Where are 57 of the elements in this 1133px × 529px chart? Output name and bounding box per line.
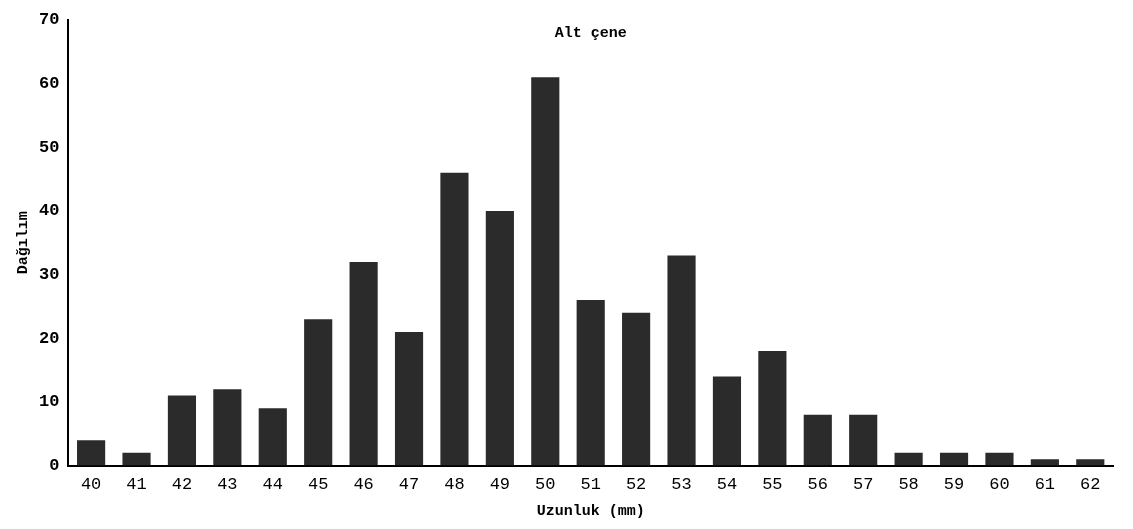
- x-tick-label: 47: [398, 475, 420, 495]
- y-tick-label: 30: [39, 264, 60, 284]
- bar: [894, 452, 923, 466]
- x-tick-label: 41: [126, 475, 147, 495]
- bar: [394, 331, 424, 466]
- bar: [1030, 459, 1059, 466]
- y-tick-label: 50: [39, 137, 60, 157]
- x-tick-label: 48: [444, 475, 465, 495]
- x-tick-label: 44: [262, 475, 283, 495]
- bar: [304, 319, 333, 466]
- bar: [258, 408, 287, 466]
- y-tick-label: 20: [39, 328, 60, 348]
- x-tick-label: 40: [80, 475, 102, 495]
- x-tick-label: 51: [580, 475, 601, 495]
- x-tick-label: 56: [807, 475, 828, 495]
- bar: [667, 255, 696, 466]
- x-tick-label: 52: [625, 475, 647, 495]
- bar: [167, 395, 197, 466]
- bar: [849, 414, 878, 466]
- y-tick-label: 60: [39, 73, 60, 93]
- x-tick-label: 61: [1034, 475, 1056, 495]
- bar: [758, 351, 787, 466]
- y-tick-label: 10: [39, 392, 60, 412]
- bar: [213, 389, 242, 466]
- y-tick-label: 70: [39, 10, 60, 30]
- bar: [77, 440, 106, 466]
- bar: [485, 210, 514, 466]
- bar: [712, 376, 742, 466]
- x-tick-label: 55: [762, 475, 783, 495]
- y-tick-label: 40: [39, 201, 60, 221]
- x-tick-label: 49: [489, 475, 511, 495]
- bar: [349, 261, 378, 466]
- x-tick-label: 58: [898, 475, 919, 495]
- x-axis-title: Uzunluk (mm): [536, 502, 645, 520]
- bar: [122, 452, 151, 466]
- x-tick-label: 50: [535, 475, 556, 495]
- chart-title: Alt çene: [554, 25, 627, 43]
- x-tick-label: 60: [989, 475, 1010, 495]
- bar: [576, 300, 605, 466]
- x-tick-label: 45: [308, 475, 329, 495]
- bar: [985, 452, 1014, 466]
- x-tick-label: 53: [671, 475, 692, 495]
- bar: [622, 312, 651, 466]
- y-tick-label: 0: [49, 455, 60, 475]
- bar: [939, 452, 969, 466]
- x-tick-label: 57: [853, 475, 874, 495]
- bar: [803, 414, 832, 466]
- x-tick-label: 59: [943, 475, 965, 495]
- bar: [531, 77, 560, 466]
- bar: [1076, 459, 1105, 466]
- x-tick-label: 62: [1080, 475, 1101, 495]
- x-tick-label: 46: [353, 475, 374, 495]
- x-tick-label: 42: [171, 475, 193, 495]
- x-tick-label: 43: [217, 475, 238, 495]
- bar: [440, 172, 469, 466]
- x-tick-label: 54: [716, 475, 738, 495]
- y-axis-title: Dağılım: [14, 211, 32, 275]
